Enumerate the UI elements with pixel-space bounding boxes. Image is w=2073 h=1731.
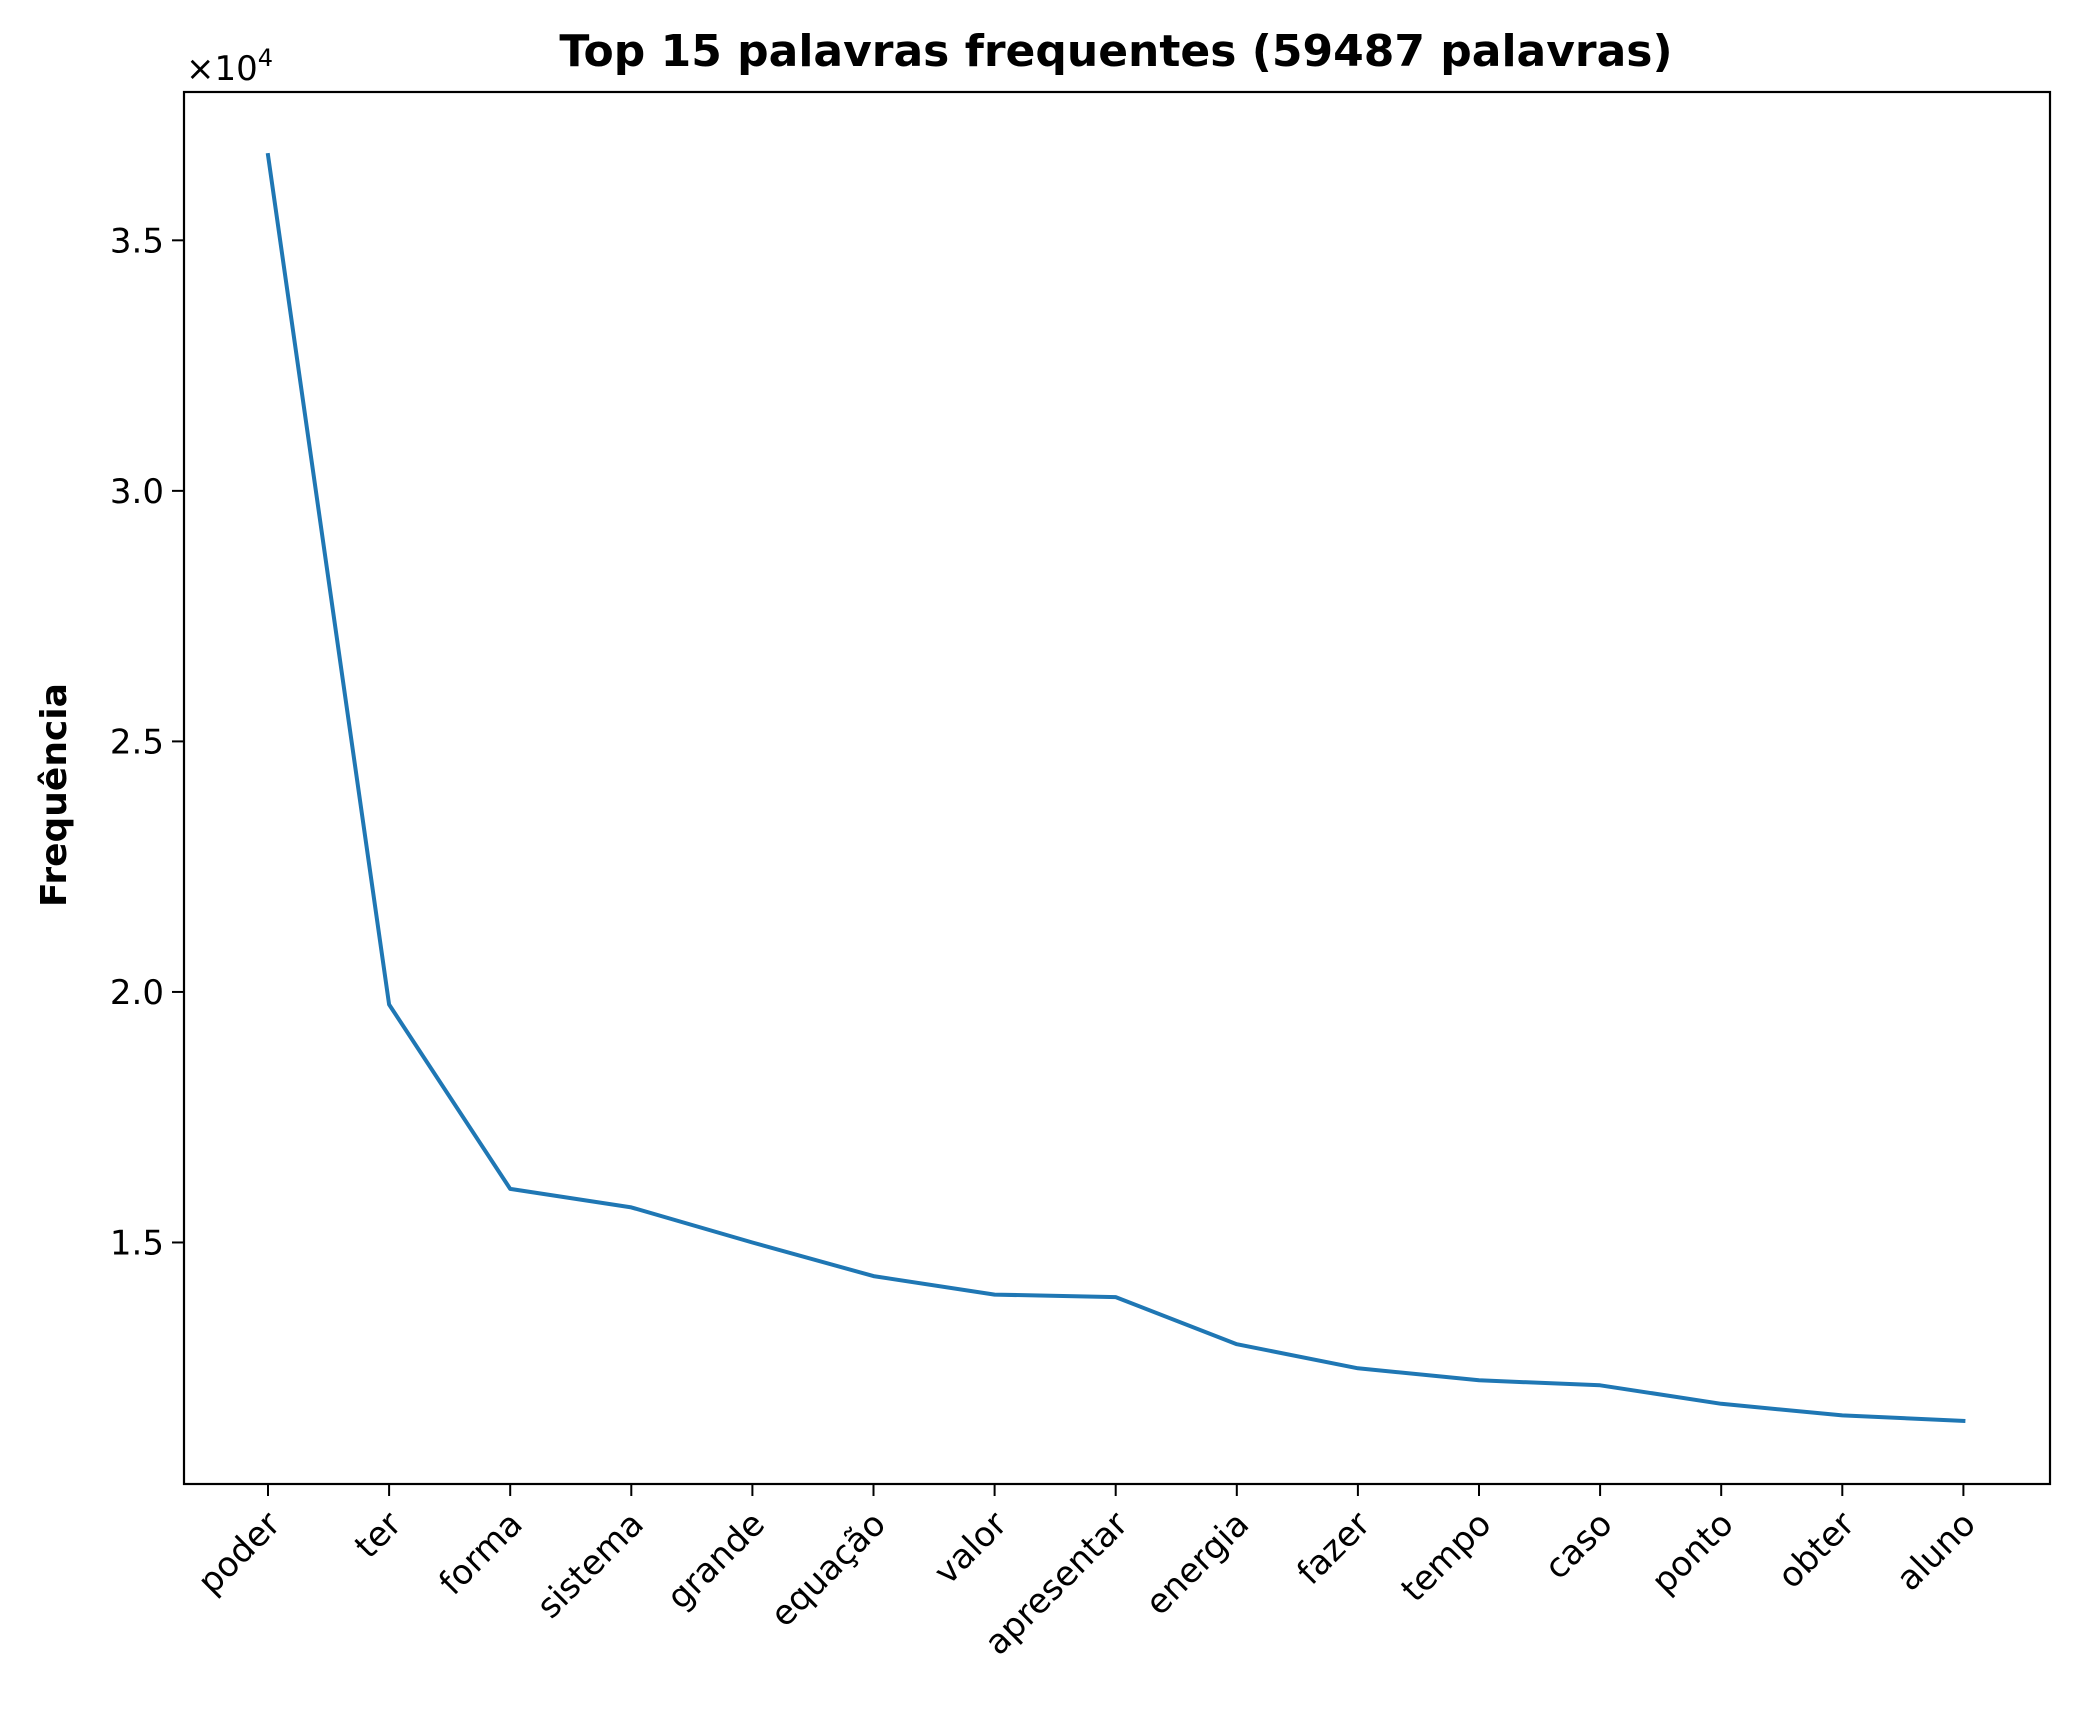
axes-frame xyxy=(184,92,2050,1484)
y-axis-offset-label: ×104 xyxy=(186,44,273,89)
x-tick-label: poder xyxy=(190,1504,288,1602)
chart-title: Top 15 palavras frequentes (59487 palavr… xyxy=(559,26,1672,77)
x-tick-label: equação xyxy=(763,1504,894,1635)
x-tick-label: energia xyxy=(1138,1504,1257,1623)
offset-base: ×10 xyxy=(186,49,258,89)
series-line-0 xyxy=(268,155,1963,1421)
y-tick-label: 3.5 xyxy=(110,221,164,261)
x-tick-label: ponto xyxy=(1644,1504,1742,1602)
x-tick-label: caso xyxy=(1537,1504,1620,1587)
offset-exponent: 4 xyxy=(258,44,273,72)
x-tick-label: ter xyxy=(347,1504,409,1566)
y-tick-label: 3.0 xyxy=(110,472,164,512)
x-tick-label: obter xyxy=(1770,1504,1862,1596)
x-tick-label: sistema xyxy=(529,1504,651,1626)
y-axis-label: Frequência xyxy=(34,683,75,907)
x-tick-label: valor xyxy=(926,1504,1015,1593)
x-tick-label: grande xyxy=(659,1504,772,1617)
y-tick-label: 2.0 xyxy=(110,973,164,1013)
x-tick-label: forma xyxy=(431,1504,530,1603)
x-tick-label: aluno xyxy=(1889,1504,1984,1599)
y-tick-label: 1.5 xyxy=(110,1223,164,1263)
x-tick-label: tempo xyxy=(1393,1504,1499,1610)
x-tick-label: fazer xyxy=(1289,1504,1378,1593)
y-tick-label: 2.5 xyxy=(110,722,164,762)
